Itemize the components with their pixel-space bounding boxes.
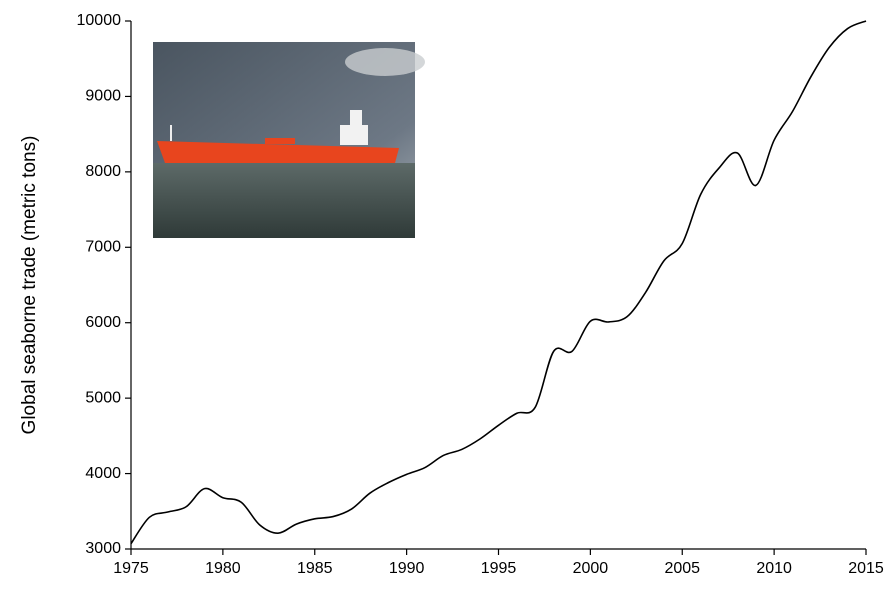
y-tick-label: 10000 [77, 12, 122, 29]
y-tick-label: 9000 [85, 88, 121, 105]
x-tick-label: 1995 [481, 560, 517, 577]
x-tick-label: 2005 [664, 560, 700, 577]
y-axis-label: Global seaborne trade (metric tons) [19, 136, 40, 435]
x-tick-label: 2000 [573, 560, 609, 577]
x-tick-label: 1980 [205, 560, 241, 577]
y-tick-label: 7000 [85, 239, 121, 256]
x-tick-label: 2010 [756, 560, 792, 577]
x-tick-label: 1985 [297, 560, 333, 577]
y-tick-label: 4000 [85, 465, 121, 482]
x-tick-label: 1990 [389, 560, 425, 577]
line [130, 20, 867, 545]
x-tick-label: 2015 [848, 560, 884, 577]
y-tick-label: 8000 [85, 163, 121, 180]
ship-photo [153, 42, 425, 238]
y-tick-label: 5000 [85, 389, 121, 406]
y-tick-label: 6000 [85, 314, 121, 331]
x-tick-label: 1975 [113, 560, 149, 577]
y-tick-label: 3000 [85, 540, 121, 557]
